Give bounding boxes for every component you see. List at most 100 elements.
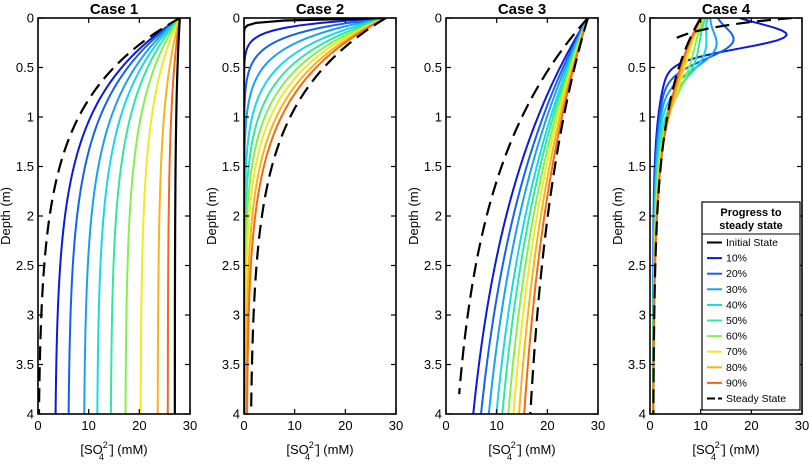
x-axis-label-prefix: [SO: [488, 442, 510, 457]
panel-3-curves: [458, 18, 589, 414]
x-tick-label: 20: [132, 418, 146, 433]
x-tick-label: 30: [183, 418, 197, 433]
x-tick-label: 10: [81, 418, 95, 433]
y-tick-label: 1.5: [222, 159, 240, 174]
legend-item-label: 80%: [726, 362, 747, 374]
series-line-20-: [480, 18, 589, 414]
x-tick-label: 30: [389, 418, 403, 433]
legend-item-label: 20%: [726, 268, 747, 280]
y-tick-label: 3: [639, 308, 646, 323]
x-axis-label-sup: 2−: [511, 440, 521, 450]
series-line-70-: [139, 18, 181, 414]
y-tick-label: 1: [435, 110, 442, 125]
y-tick-label: 2.5: [16, 258, 34, 273]
x-axis-label-prefix: [SO: [286, 442, 308, 457]
legend-item-label: 90%: [726, 377, 747, 389]
series-line-90-: [246, 18, 387, 414]
x-axis-label-sub: 4: [711, 452, 716, 462]
y-tick-label: 0: [233, 11, 240, 26]
legend-title-line2: steady state: [719, 220, 783, 232]
y-tick-label: 2: [233, 209, 240, 224]
y-tick-label: 3.5: [424, 357, 442, 372]
y-tick-label: 0: [27, 11, 34, 26]
y-axis-label: Depth (m): [204, 187, 219, 245]
panel-title: Case 2: [296, 1, 344, 18]
x-tick-label: 0: [442, 418, 449, 433]
x-tick-label: 10: [287, 418, 301, 433]
x-tick-label: 20: [744, 418, 758, 433]
x-tick-label: 10: [693, 418, 707, 433]
series-line-20-: [244, 18, 386, 414]
series-line-80-: [518, 18, 589, 414]
series-line-steady-state: [250, 18, 387, 414]
y-tick-label: 2: [435, 209, 442, 224]
y-tick-label: 4: [639, 407, 646, 422]
y-tick-label: 4: [27, 407, 34, 422]
y-tick-label: 3: [233, 308, 240, 323]
series-line-30-: [487, 18, 589, 414]
x-axis-label-sup: 2−: [309, 440, 319, 450]
legend-item-label: 40%: [726, 299, 747, 311]
x-axis-label: [SO2− 4] (mM): [488, 440, 555, 462]
y-tick-label: 1: [233, 110, 240, 125]
series-line-steady-state: [652, 18, 702, 414]
legend-item-label: 30%: [726, 284, 747, 296]
y-tick-label: 1.5: [424, 159, 442, 174]
x-axis-label-sup: 2−: [715, 440, 725, 450]
x-axis-label-suffix: ] (mM): [722, 442, 760, 457]
x-axis-label-sub: 4: [305, 452, 310, 462]
y-axis-label: Depth (m): [610, 187, 625, 245]
panel-2-curves: [244, 18, 387, 414]
x-tick-label: 30: [795, 418, 809, 433]
y-tick-label: 1.5: [628, 159, 646, 174]
y-axis-label: Depth (m): [406, 187, 421, 245]
legend-item-label: 70%: [726, 346, 747, 358]
x-axis-label-prefix: [SO: [80, 442, 102, 457]
series-line-60-: [124, 18, 181, 414]
series-line-60-: [507, 18, 589, 414]
series-line-10-: [54, 18, 181, 414]
legend-item-label: 60%: [726, 331, 747, 343]
y-tick-label: 0.5: [628, 60, 646, 75]
series-line-50-: [501, 18, 589, 414]
x-tick-label: 30: [591, 418, 605, 433]
x-axis-label-suffix: ] (mM): [316, 442, 354, 457]
series-line-20-: [67, 18, 181, 414]
y-tick-label: 3.5: [16, 357, 34, 372]
panel-3-axes-box: [445, 17, 599, 415]
y-tick-label: 3.5: [222, 357, 240, 372]
y-tick-label: 2.5: [424, 258, 442, 273]
series-line-90-: [652, 18, 703, 414]
legend-box: [701, 201, 801, 411]
x-tick-label: 10: [489, 418, 503, 433]
x-axis-label-prefix: [SO: [692, 442, 714, 457]
series-line-initial-state: [458, 18, 589, 395]
y-tick-label: 1.5: [16, 159, 34, 174]
y-tick-label: 2.5: [222, 258, 240, 273]
y-tick-label: 3: [27, 308, 34, 323]
y-tick-label: 2: [639, 209, 646, 224]
y-tick-label: 1: [639, 110, 646, 125]
series-line-90-: [523, 18, 589, 414]
legend-title-line1: Progress to: [720, 207, 781, 219]
x-axis-label: [SO2− 4] (mM): [80, 440, 147, 462]
series-line-steady-state: [38, 18, 181, 414]
x-tick-label: 20: [338, 418, 352, 433]
series-line-initial-state: [676, 18, 792, 39]
x-tick-label: 0: [34, 418, 41, 433]
y-tick-label: 3.5: [628, 357, 646, 372]
x-axis-label-suffix: ] (mM): [110, 442, 148, 457]
x-axis-label-sub: 4: [99, 452, 104, 462]
y-tick-label: 4: [233, 407, 240, 422]
x-tick-label: 0: [646, 418, 653, 433]
y-tick-label: 0: [435, 11, 442, 26]
series-line-40-: [96, 18, 181, 414]
y-tick-label: 0.5: [222, 60, 240, 75]
series-line-initial-state: [173, 18, 181, 414]
y-tick-label: 1: [27, 110, 34, 125]
